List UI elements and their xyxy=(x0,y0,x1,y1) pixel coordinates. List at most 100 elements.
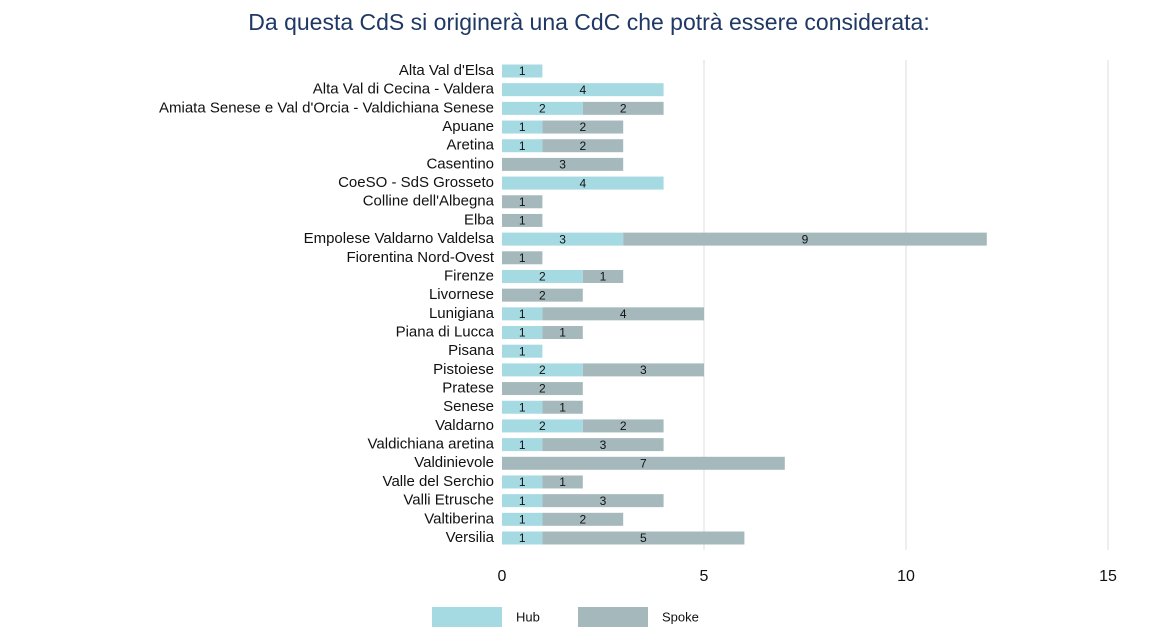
data-label: 1 xyxy=(559,326,566,340)
data-label: 1 xyxy=(519,214,526,228)
data-label: 2 xyxy=(539,382,546,396)
data-label: 1 xyxy=(519,344,526,358)
data-label: 9 xyxy=(802,232,809,246)
category-label: Casentino xyxy=(426,155,494,172)
category-label: Valli Etrusche xyxy=(403,492,494,509)
bar-segment xyxy=(623,232,987,246)
data-label: 2 xyxy=(539,363,546,377)
category-label: Elba xyxy=(464,211,495,228)
bar-segment xyxy=(502,438,543,452)
bar-segment xyxy=(582,363,704,377)
data-label: 2 xyxy=(539,419,546,433)
category-label: Versilia xyxy=(446,529,495,546)
data-label: 3 xyxy=(559,232,566,246)
data-label: 1 xyxy=(519,195,526,209)
x-tick-label: 10 xyxy=(897,568,915,585)
bar-segment xyxy=(502,232,624,246)
category-label: Apuane xyxy=(442,118,494,135)
data-label: 5 xyxy=(640,531,647,545)
category-label: Alta Val di Cecina - Valdera xyxy=(313,81,495,98)
category-label: Fiorentina Nord-Ovest xyxy=(346,249,494,266)
bar-segment xyxy=(542,475,583,489)
bar-segment xyxy=(502,213,543,227)
data-label: 3 xyxy=(559,158,566,172)
data-label: 7 xyxy=(640,456,647,470)
data-label: 2 xyxy=(539,102,546,116)
data-label: 1 xyxy=(519,400,526,414)
chart-title: Da questa CdS si originerà una CdC che p… xyxy=(248,9,929,35)
bar-segment xyxy=(542,139,624,153)
bar-segment xyxy=(502,419,583,433)
category-label: Aretina xyxy=(446,137,494,154)
bar-segment xyxy=(502,400,543,414)
bar-segment xyxy=(542,494,664,508)
bar-segment xyxy=(542,512,624,526)
category-label: CoeSO - SdS Grosseto xyxy=(338,174,494,191)
category-label: Valdichiana aretina xyxy=(368,436,495,453)
category-label: Pratese xyxy=(442,380,494,397)
data-label: 1 xyxy=(519,251,526,265)
data-label: 4 xyxy=(579,176,586,190)
category-label: Valdinievole xyxy=(414,454,494,471)
data-label: 1 xyxy=(519,139,526,153)
category-label: Senese xyxy=(443,398,494,415)
category-label: Colline dell'Albegna xyxy=(363,193,495,210)
bar-segment xyxy=(502,531,543,545)
data-label: 3 xyxy=(600,494,607,508)
data-label: 1 xyxy=(519,475,526,489)
data-label: 2 xyxy=(579,120,586,134)
category-label: Lunigiana xyxy=(429,305,495,322)
bar-segment xyxy=(502,139,543,153)
bar-segment xyxy=(542,400,583,414)
data-label: 1 xyxy=(600,270,607,284)
category-label: Valdarno xyxy=(435,417,494,434)
bar-segment xyxy=(502,251,543,265)
bar-segment xyxy=(502,512,543,526)
data-label: 1 xyxy=(559,475,566,489)
category-label: Piana di Lucca xyxy=(396,323,495,340)
bar-segment xyxy=(542,438,664,452)
data-label: 2 xyxy=(539,288,546,302)
data-label: 1 xyxy=(519,326,526,340)
bar-segment xyxy=(542,307,704,321)
legend-swatch xyxy=(578,607,648,627)
x-tick-label: 0 xyxy=(498,568,507,585)
data-label: 1 xyxy=(519,120,526,134)
bar-segment xyxy=(502,326,543,340)
bar-segment xyxy=(502,344,543,358)
legend-label: Spoke xyxy=(662,609,699,624)
bar-segment xyxy=(582,419,664,433)
bar-segment xyxy=(502,363,583,377)
bar-segment xyxy=(502,176,664,190)
category-label: Alta Val d'Elsa xyxy=(399,62,495,79)
bar-segment xyxy=(502,382,583,396)
category-label: Pistoiese xyxy=(433,361,494,378)
data-label: 4 xyxy=(620,307,627,321)
data-label: 1 xyxy=(519,64,526,78)
bar-segment xyxy=(542,120,624,134)
data-label: 1 xyxy=(519,438,526,452)
data-label: 2 xyxy=(539,270,546,284)
data-label: 1 xyxy=(559,400,566,414)
bar-segment xyxy=(542,326,583,340)
bar-segment xyxy=(502,101,583,115)
data-label: 1 xyxy=(519,531,526,545)
data-label: 1 xyxy=(519,494,526,508)
category-label: Pisana xyxy=(448,342,495,359)
x-tick-label: 15 xyxy=(1099,568,1117,585)
data-label: 2 xyxy=(579,512,586,526)
data-label: 2 xyxy=(579,139,586,153)
bar-segment xyxy=(502,195,543,209)
bar-segment xyxy=(502,475,543,489)
data-label: 3 xyxy=(640,363,647,377)
category-label: Valtiberina xyxy=(424,510,494,527)
bar-segment xyxy=(502,307,543,321)
data-label: 4 xyxy=(579,83,586,97)
legend-label: Hub xyxy=(516,609,540,624)
bar-segment xyxy=(502,157,624,171)
category-label: Firenze xyxy=(444,267,494,284)
bar-segment xyxy=(502,494,543,508)
category-label: Amiata Senese e Val d'Orcia - Valdichian… xyxy=(159,99,494,116)
bar-segment xyxy=(582,269,624,283)
bar-segment xyxy=(502,269,583,283)
